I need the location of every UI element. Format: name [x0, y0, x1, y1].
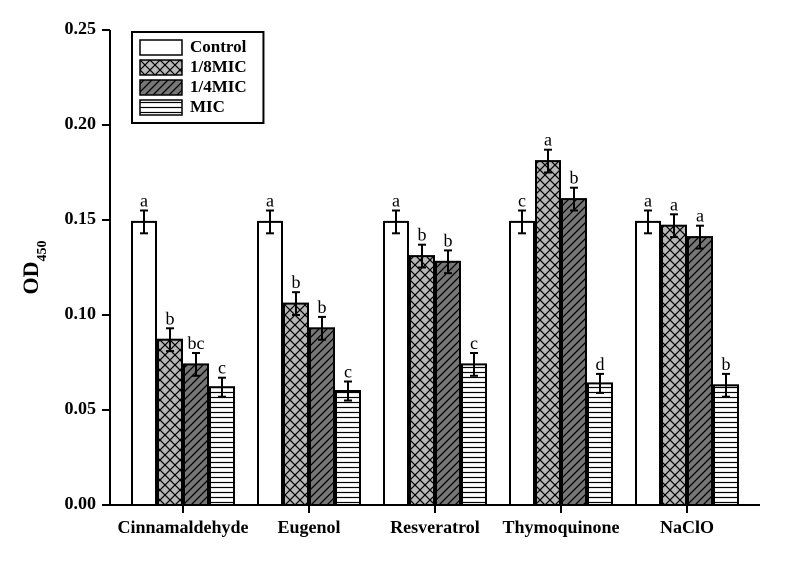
bar [688, 237, 712, 505]
significance-label: a [696, 206, 704, 226]
bar [210, 387, 234, 505]
y-tick-label: 0.20 [65, 113, 97, 133]
bar [462, 364, 486, 505]
x-tick-label: Eugenol [277, 517, 340, 537]
y-tick-label: 0.00 [65, 493, 97, 513]
bar [436, 262, 460, 505]
bar [184, 364, 208, 505]
bar [510, 222, 534, 505]
x-tick-label: Cinnamaldehyde [117, 517, 248, 537]
y-tick-label: 0.05 [65, 398, 97, 418]
x-tick-label: Thymoquinone [502, 517, 619, 537]
significance-label: d [596, 354, 605, 374]
legend-swatch [140, 80, 182, 95]
significance-label: c [344, 362, 352, 382]
bar [714, 385, 738, 505]
chart-container: 0.000.050.100.150.200.25OD450abbccCinnam… [0, 0, 787, 572]
bar [284, 304, 308, 505]
significance-label: c [518, 191, 526, 211]
significance-label: b [318, 297, 327, 317]
legend-label: MIC [190, 97, 225, 116]
y-tick-label: 0.10 [65, 303, 97, 323]
legend-label: Control [190, 37, 247, 56]
legend: Control1/8MIC1/4MICMIC [132, 32, 263, 123]
significance-label: c [218, 358, 226, 378]
significance-label: a [670, 194, 678, 214]
y-tick-label: 0.15 [65, 208, 97, 228]
y-tick-label: 0.25 [65, 18, 97, 38]
bar [132, 222, 156, 505]
bar [662, 226, 686, 505]
legend-label: 1/4MIC [190, 77, 247, 96]
legend-swatch [140, 40, 182, 55]
bar [410, 256, 434, 505]
bar [536, 161, 560, 505]
legend-swatch [140, 60, 182, 75]
significance-label: a [140, 191, 148, 211]
significance-label: b [570, 168, 579, 188]
x-tick-label: NaClO [660, 517, 714, 537]
significance-label: b [444, 230, 453, 250]
significance-label: c [470, 333, 478, 353]
legend-label: 1/8MIC [190, 57, 247, 76]
significance-label: a [644, 191, 652, 211]
bar [336, 391, 360, 505]
significance-label: b [292, 272, 301, 292]
x-tick-label: Resveratrol [390, 517, 480, 537]
bar [562, 199, 586, 505]
bar [258, 222, 282, 505]
significance-label: a [266, 191, 274, 211]
significance-label: b [418, 225, 427, 245]
significance-label: a [544, 130, 552, 150]
significance-label: bc [188, 333, 205, 353]
bar [636, 222, 660, 505]
bar [384, 222, 408, 505]
legend-swatch [140, 100, 182, 115]
bar [158, 340, 182, 505]
significance-label: a [392, 191, 400, 211]
significance-label: b [166, 308, 175, 328]
bar [588, 383, 612, 505]
bar-chart: 0.000.050.100.150.200.25OD450abbccCinnam… [0, 0, 787, 572]
significance-label: b [722, 354, 731, 374]
bar [310, 328, 334, 505]
